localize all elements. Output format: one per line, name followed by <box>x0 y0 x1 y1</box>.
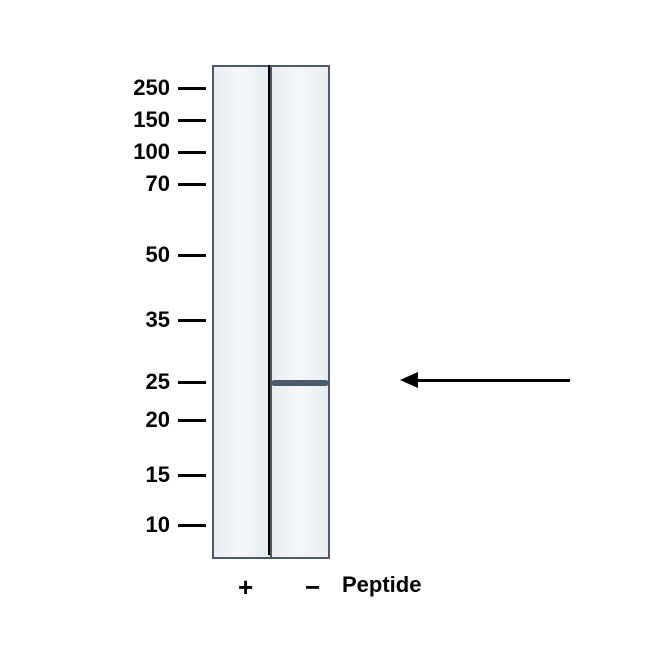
lane-label-plus: + <box>238 572 253 603</box>
lane-label-minus: − <box>305 572 320 603</box>
blot-plot-area <box>150 65 400 555</box>
lane-minus <box>270 65 330 559</box>
lane-plus <box>212 65 272 559</box>
western-blot-figure: 250 150 100 70 50 35 25 20 15 10 + − Pep… <box>0 0 650 659</box>
arrow-line <box>416 379 570 382</box>
peptide-label: Peptide <box>342 572 421 598</box>
band-target <box>272 380 328 386</box>
